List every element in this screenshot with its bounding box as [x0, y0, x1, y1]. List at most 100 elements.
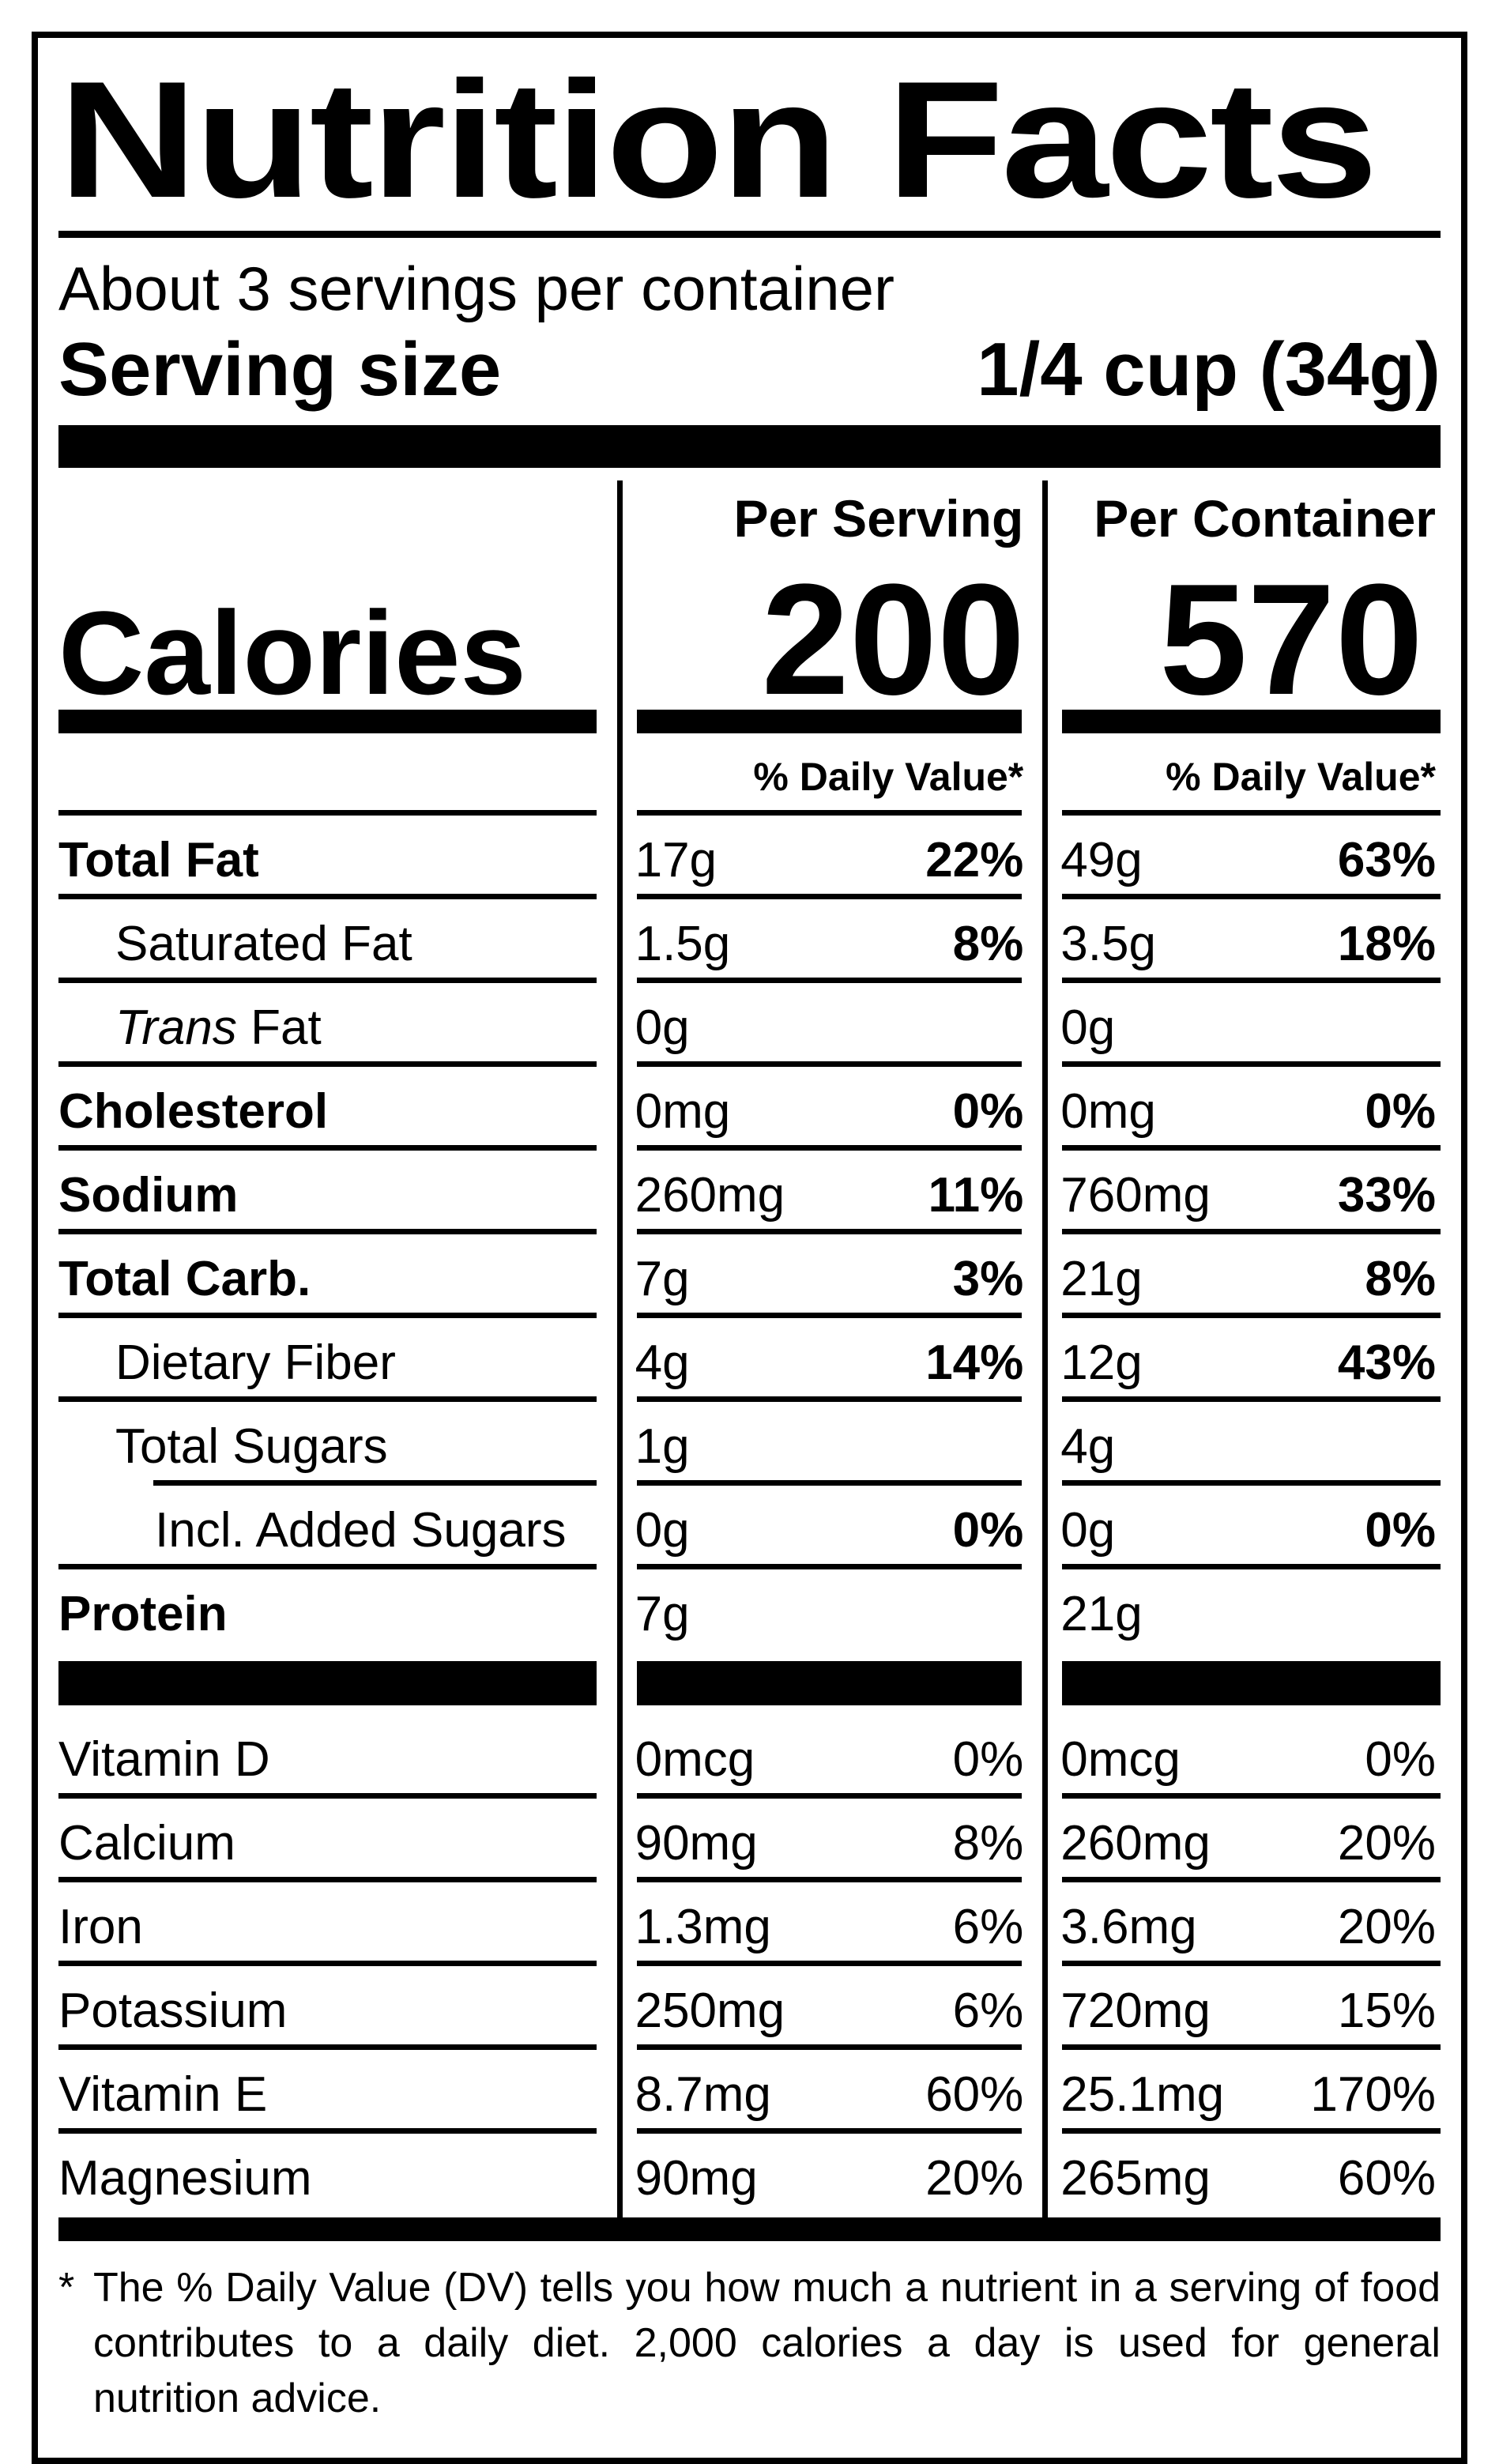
- calories-underline-bar: [1062, 709, 1441, 733]
- nutrient-amount: 3.5g: [1060, 916, 1156, 971]
- nutrient-dv: 0%: [1365, 1502, 1436, 1558]
- nutrient-amount: 21g: [1060, 1586, 1143, 1641]
- nutrient-amount: 8.7mg: [635, 2067, 771, 2122]
- nutrient-name: Iron: [58, 1882, 617, 1966]
- daily-value-header-spacer: [58, 733, 617, 816]
- section-divider-cell: [1042, 1652, 1441, 1715]
- nutrient-name: Total Carb.: [58, 1234, 617, 1318]
- calories-underline-cell: [616, 701, 1043, 733]
- nutrient-name: Calcium: [58, 1799, 617, 1882]
- nutrient-name: Trans Fat: [58, 983, 617, 1067]
- nutrient-amount: 49g: [1060, 832, 1143, 887]
- nutrient-dv: 43%: [1337, 1335, 1436, 1390]
- container-value-cell: 25.1mg 170%: [1042, 2049, 1441, 2134]
- nutrient-amount: 260mg: [1060, 1815, 1211, 1871]
- nutrient-dv: 0%: [952, 1731, 1024, 1787]
- nutrient-amount: 0mg: [1060, 1083, 1156, 1139]
- nutrient-amount: 0mcg: [635, 1731, 755, 1787]
- container-value-cell: 265mg 60%: [1042, 2133, 1441, 2217]
- nutrient-dv: 20%: [925, 2150, 1024, 2206]
- nutrient-dv: 6%: [952, 1899, 1024, 1954]
- serving-value-cell: 7g: [616, 1569, 1043, 1653]
- nutrient-dv: 22%: [925, 832, 1024, 887]
- nutrient-name: Total Fat: [58, 816, 617, 899]
- calories-underline-cell: [58, 702, 617, 733]
- nutrient-name: Incl. Added Sugars: [58, 1486, 617, 1569]
- nutrient-amount: 4g: [635, 1335, 690, 1390]
- footnote-text: The % Daily Value (DV) tells you how muc…: [93, 2264, 1441, 2421]
- nutrient-amount: 1g: [635, 1418, 690, 1474]
- serving-value-cell: 0mg 0%: [616, 1066, 1043, 1151]
- footnote-marker: *: [58, 2264, 75, 2311]
- nutrient-amount: 4g: [1060, 1418, 1116, 1474]
- container-value-cell: 760mg 33%: [1042, 1150, 1441, 1234]
- nutrient-dv: 20%: [1337, 1815, 1436, 1871]
- container-value-cell: 3.6mg 20%: [1042, 1882, 1441, 1966]
- calories-underline-bar: [636, 709, 1023, 733]
- nutrient-dv: 0%: [1365, 1083, 1436, 1139]
- nutrient-dv: 0%: [952, 1502, 1024, 1558]
- nutrient-name: Saturated Fat: [58, 899, 617, 983]
- section-divider-cell: [58, 1653, 617, 1715]
- nutrient-name: Vitamin D: [58, 1715, 617, 1799]
- calories-label: Calories: [58, 586, 526, 719]
- nutrient-dv: 18%: [1337, 916, 1436, 971]
- calories-underline-bar: [58, 709, 597, 733]
- nutrient-dv: 14%: [925, 1335, 1024, 1390]
- daily-value-header-serving: % Daily Value*: [616, 733, 1043, 816]
- nutrient-amount: 250mg: [635, 1983, 785, 2038]
- serving-value-cell: 1.3mg 6%: [616, 1882, 1043, 1966]
- nutrient-dv: 11%: [928, 1167, 1024, 1223]
- nutrient-amount: 0mcg: [1060, 1731, 1181, 1787]
- nutrient-name: Dietary Fiber: [58, 1318, 617, 1402]
- serving-value-cell: 7g 3%: [616, 1234, 1043, 1318]
- container-value-cell: 0g 0%: [1042, 1485, 1441, 1569]
- nutrient-dv: 170%: [1310, 2067, 1436, 2122]
- serving-value-cell: 8.7mg 60%: [616, 2049, 1043, 2134]
- column-header-per-container: Per Container: [1042, 480, 1441, 547]
- header-separator-bar: [58, 425, 1441, 469]
- section-divider-bar: [58, 1660, 597, 1705]
- serving-value-cell: 0g: [616, 982, 1043, 1067]
- serving-value-cell: 90mg 20%: [616, 2133, 1043, 2217]
- nutrient-amount: 0g: [635, 1502, 690, 1558]
- container-value-cell: 49g 63%: [1042, 815, 1441, 899]
- nutrient-amount: 265mg: [1060, 2150, 1211, 2206]
- calories-per-container-cell: 570: [1042, 546, 1441, 718]
- nutrient-dv: 15%: [1337, 1983, 1436, 2038]
- container-value-cell: 21g 8%: [1042, 1234, 1441, 1318]
- container-value-cell: 720mg 15%: [1042, 1965, 1441, 2050]
- nutrient-amount: 0g: [1060, 1502, 1116, 1558]
- nutrient-amount: 3.6mg: [1060, 1899, 1197, 1954]
- nutrient-amount: 7g: [635, 1586, 690, 1641]
- nutrient-name: Potassium: [58, 1966, 617, 2050]
- nutrient-name: Cholesterol: [58, 1067, 617, 1151]
- calories-row: Calories: [58, 547, 617, 719]
- nutrient-dv: 6%: [952, 1983, 1024, 2038]
- serving-value-cell: 17g 22%: [616, 815, 1043, 899]
- nutrition-label: Nutrition Facts About 3 servings per con…: [32, 32, 1467, 2464]
- nutrient-amount: 260mg: [635, 1167, 785, 1223]
- nutrient-amount: 0g: [635, 1000, 690, 1055]
- container-value-cell: 21g: [1042, 1569, 1441, 1653]
- nutrient-amount: 0mg: [635, 1083, 731, 1139]
- nutrient-dv: 3%: [952, 1251, 1024, 1306]
- nutrient-dv: 0%: [952, 1083, 1024, 1139]
- nutrient-amount: 0g: [1060, 1000, 1116, 1055]
- nutrient-dv: 20%: [1337, 1899, 1436, 1954]
- serving-value-cell: 4g 14%: [616, 1317, 1043, 1402]
- serving-size-label: Serving size: [58, 326, 502, 412]
- container-value-cell: 4g: [1042, 1401, 1441, 1486]
- nutrient-amount: 1.3mg: [635, 1899, 771, 1954]
- container-value-cell: 0mg 0%: [1042, 1066, 1441, 1151]
- nutrient-amount: 21g: [1060, 1251, 1143, 1306]
- serving-value-cell: 90mg 8%: [616, 1798, 1043, 1882]
- nutrient-name: Protein: [58, 1586, 228, 1641]
- label-title: Nutrition Facts: [58, 47, 1378, 232]
- section-divider-bar: [1062, 1660, 1441, 1705]
- container-value-cell: 3.5g 18%: [1042, 899, 1441, 983]
- nutrient-name: Total Sugars: [58, 1402, 617, 1486]
- column-header-per-serving: Per Serving: [616, 480, 1043, 547]
- nutrient-dv: 60%: [925, 2067, 1024, 2122]
- nutrient-dv: 8%: [952, 1815, 1024, 1871]
